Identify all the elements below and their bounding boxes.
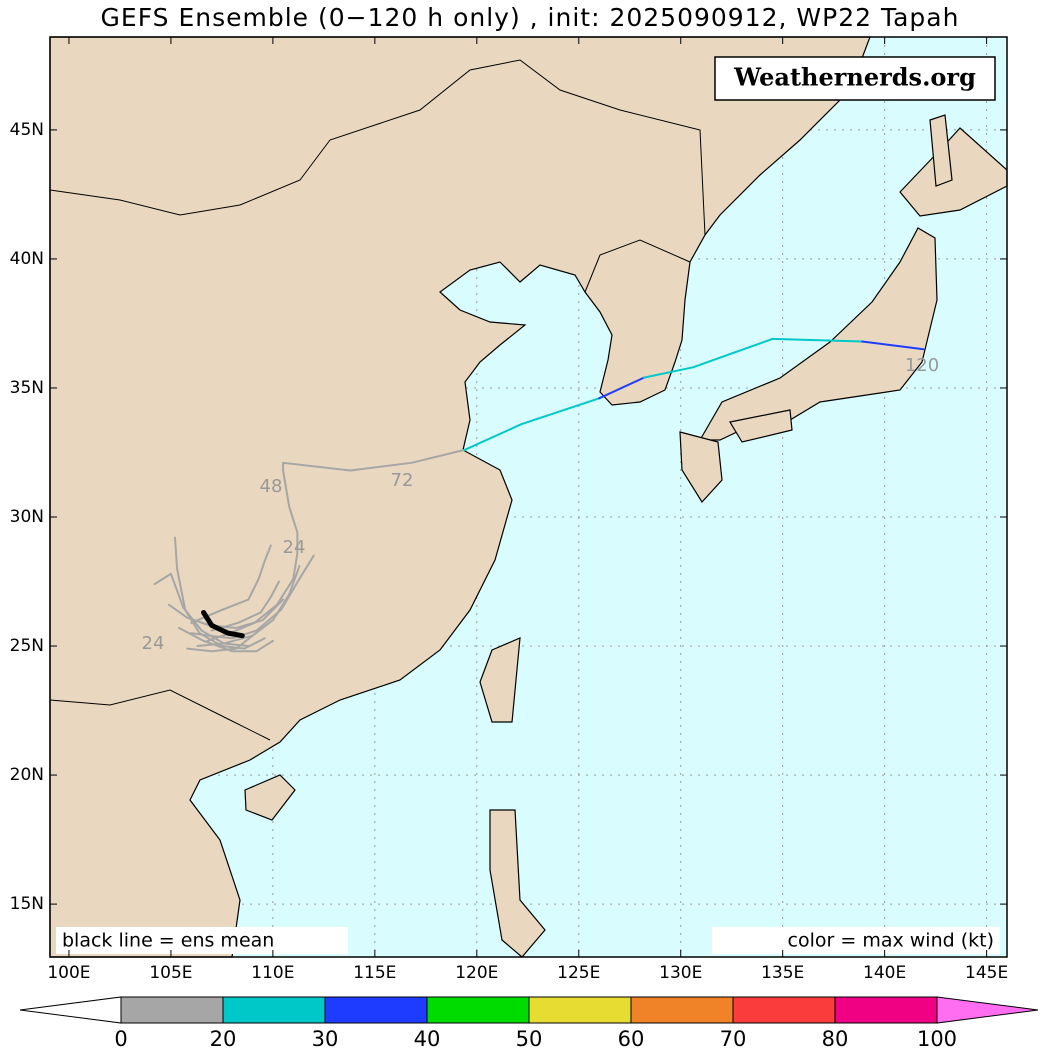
hour-label: 72 [391, 470, 414, 491]
member-track [178, 626, 274, 653]
hour-label: 120 [905, 355, 939, 376]
land [49, 36, 1008, 958]
borders [49, 59, 706, 741]
colorbar-box [630, 996, 734, 1024]
colorbar-tick-label: 20 [210, 1027, 237, 1051]
y-tick-label: 30N [10, 507, 44, 527]
colorbar-box [324, 996, 428, 1024]
x-tick-label: 105E [149, 963, 192, 983]
track-segment [282, 448, 466, 534]
colorbar-box [834, 996, 938, 1024]
hour-label: 48 [260, 476, 283, 497]
mean-track [201, 609, 245, 639]
note-box [712, 927, 1000, 954]
y-tick-label: 35N [10, 378, 44, 398]
colorbar-tick-label: 0 [114, 1027, 127, 1051]
x-tick-label: 115E [353, 963, 396, 983]
track-segment [463, 397, 601, 451]
member-track [186, 634, 254, 653]
colorbar-box [528, 996, 632, 1024]
x-tick-label: 135E [761, 963, 804, 983]
member-track [196, 565, 301, 648]
member-track [210, 580, 281, 632]
watermark: Weathernerds.org [733, 63, 976, 92]
colorbar-tick-label: 70 [720, 1027, 747, 1051]
colorbar-tick-label: 60 [618, 1027, 645, 1051]
note-box [56, 927, 348, 954]
colorbar-tick-label: 100 [917, 1027, 957, 1051]
colorbar-under [19, 996, 122, 1024]
track-segment [861, 340, 925, 351]
colorbar-tick-label: 40 [414, 1027, 441, 1051]
map-frame [49, 36, 1008, 958]
track-segment [643, 337, 864, 379]
x-tick-label: 125E [557, 963, 600, 983]
colorbar-box [426, 996, 530, 1024]
x-tick-label: 145E [965, 963, 1008, 983]
x-tick-label: 110E [251, 963, 294, 983]
color-note: color = max wind (kt) [788, 930, 994, 952]
member-track [190, 544, 272, 624]
hour-label: 24 [142, 633, 165, 654]
title: GEFS Ensemble (0−120 h only) , init: 202… [101, 3, 960, 32]
y-tick-label: 40N [10, 249, 44, 269]
track-segment [598, 376, 646, 400]
x-tick-label: 120E [455, 963, 498, 983]
watermark-box [714, 56, 996, 101]
colorbar-tick-label: 80 [822, 1027, 849, 1051]
mean-note: black line = ens mean [62, 930, 274, 952]
x-tick-label: 130E [659, 963, 702, 983]
member-track [153, 572, 250, 648]
colorbar-tick-label: 50 [516, 1027, 543, 1051]
colorbar-box [222, 996, 326, 1024]
y-tick-label: 15N [10, 894, 44, 914]
colorbar-box [732, 996, 836, 1024]
y-tick-label: 25N [10, 636, 44, 656]
x-tick-label: 140E [863, 963, 906, 983]
x-tick-label: 100E [47, 963, 90, 983]
y-tick-label: 20N [10, 765, 44, 785]
colorbar-tick-label: 30 [312, 1027, 339, 1051]
colorbar-box [120, 996, 224, 1024]
colorbar-over [936, 996, 1039, 1024]
y-tick-label: 45N [10, 120, 44, 140]
hour-label: 24 [283, 537, 306, 558]
member-track [174, 536, 266, 650]
